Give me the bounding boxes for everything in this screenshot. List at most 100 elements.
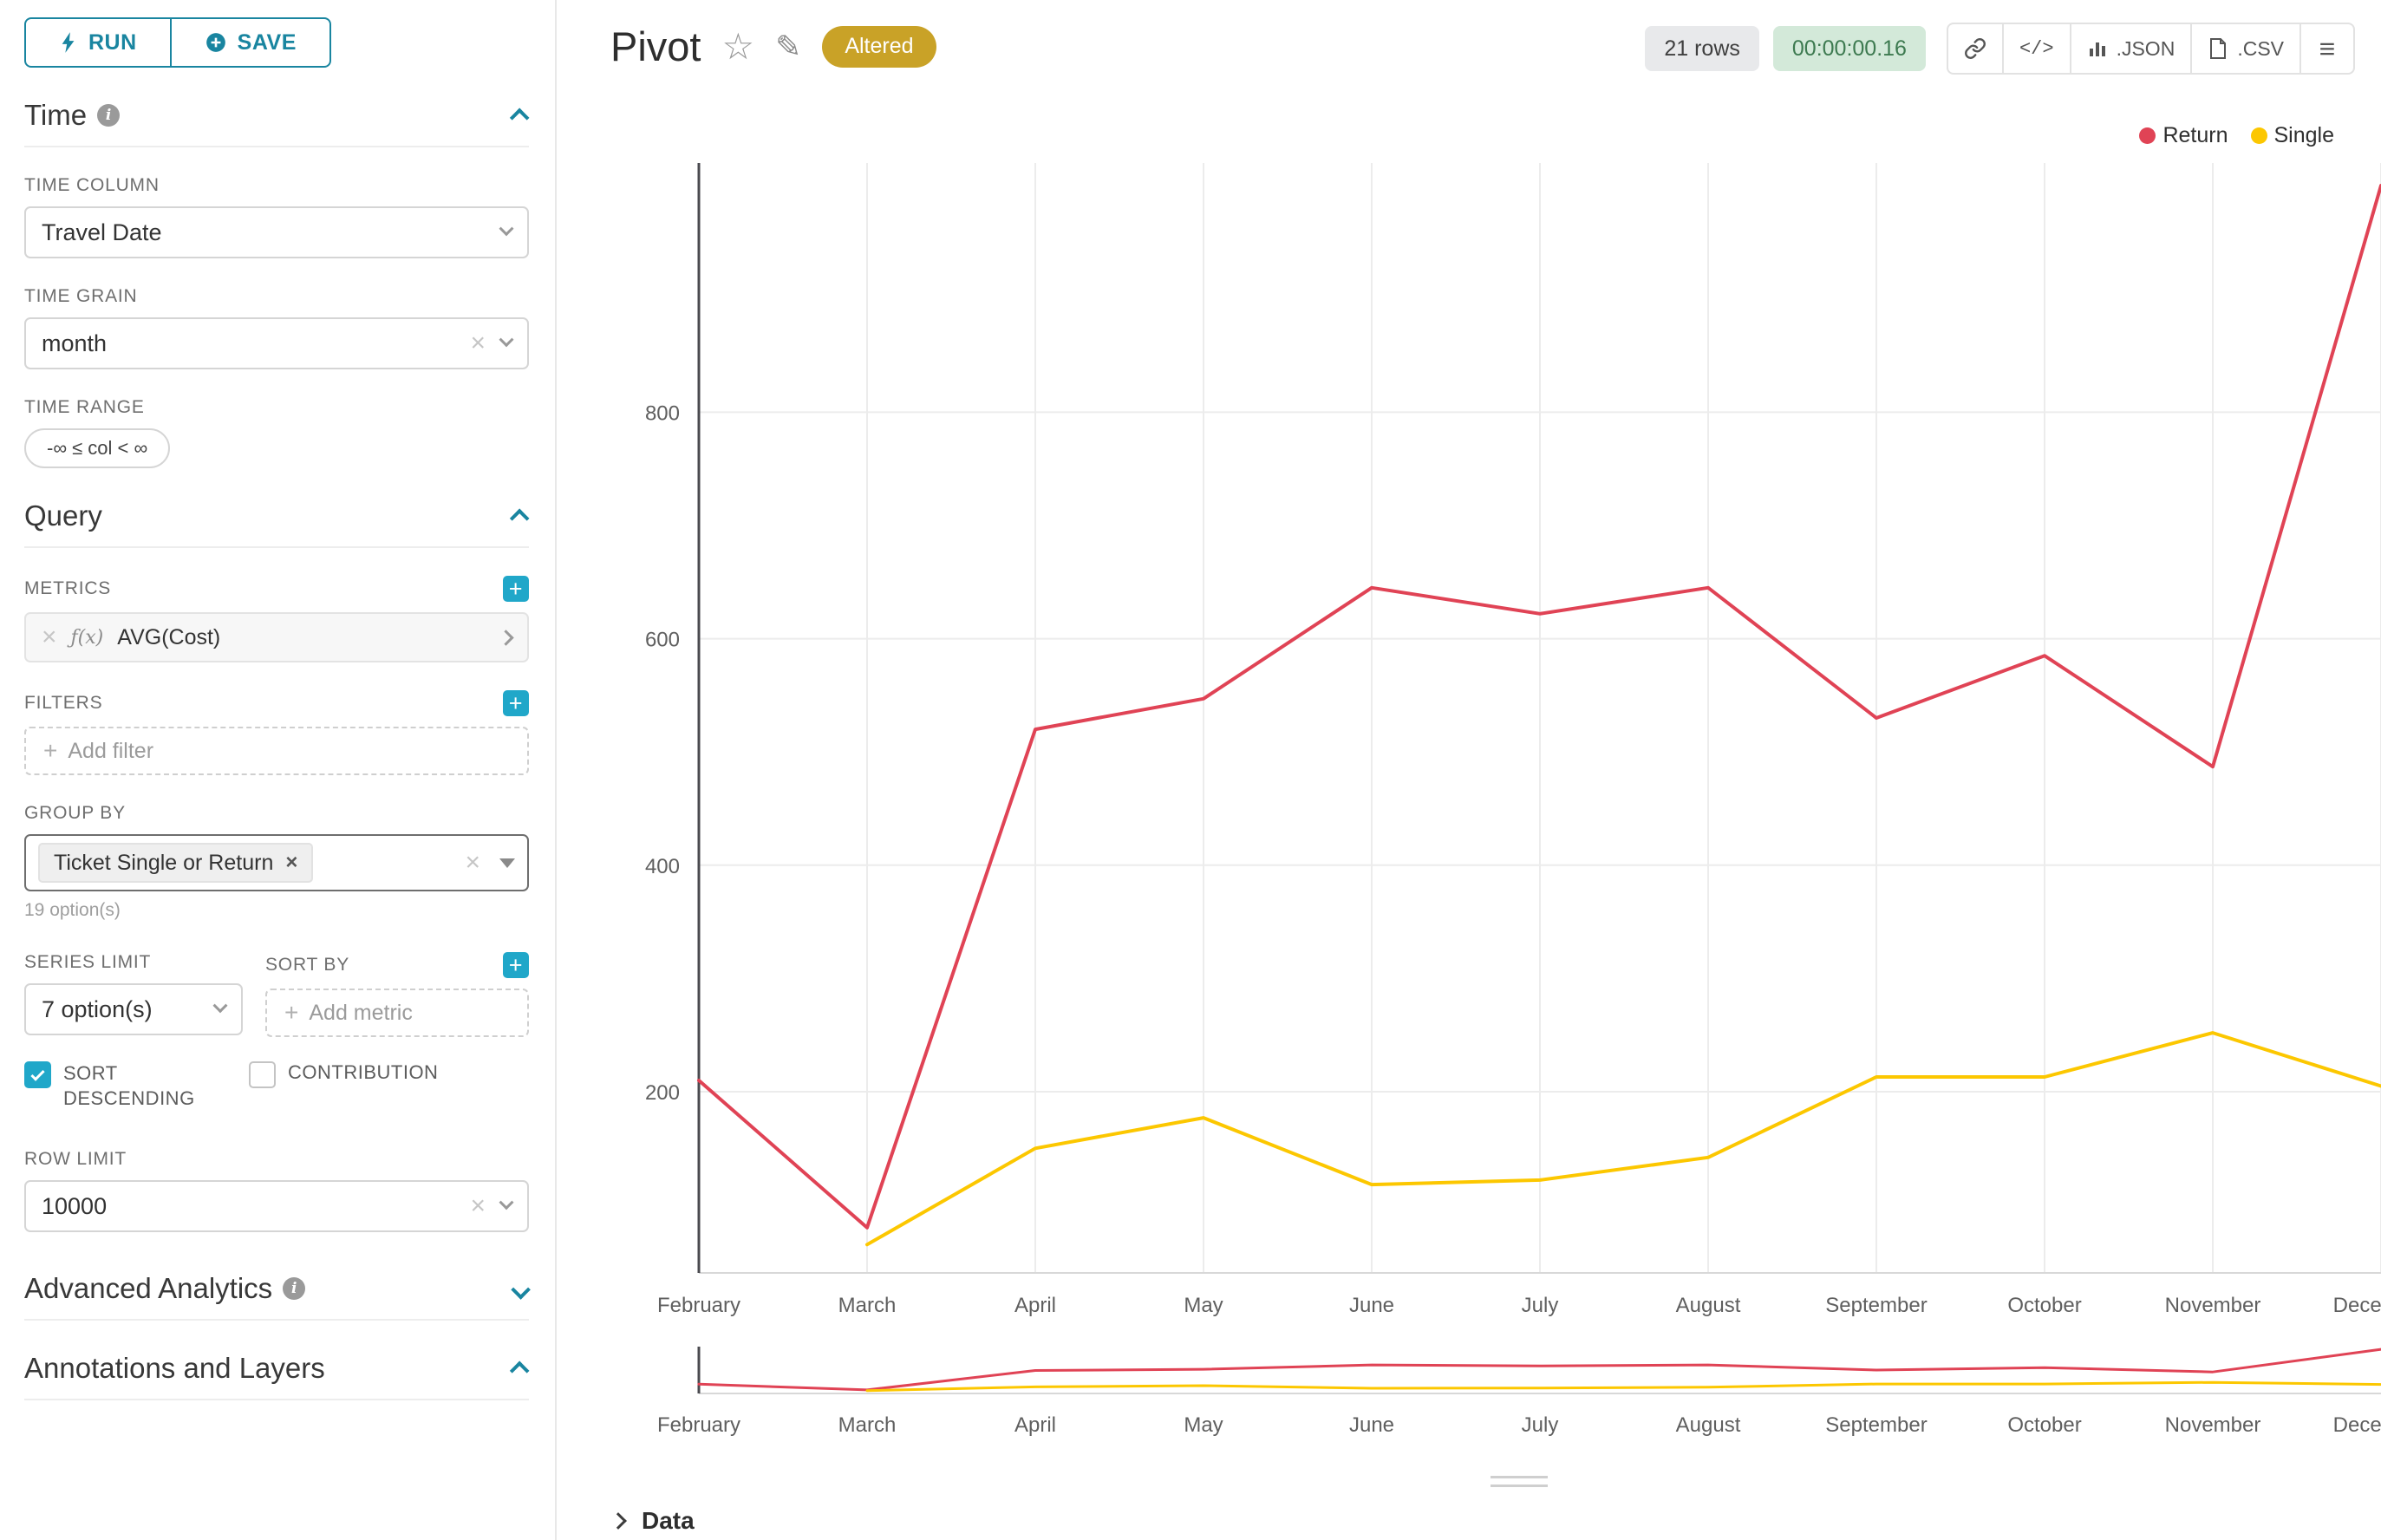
remove-chip-icon[interactable]: × xyxy=(285,851,298,874)
export-button-group: </> .JSON .CSV ≡ xyxy=(1946,23,2355,75)
range-selector-chart[interactable]: February March April May June July August Septe… xyxy=(610,1340,2381,1457)
data-panel-label: Data xyxy=(642,1507,695,1534)
chevron-down-icon xyxy=(499,1195,514,1210)
time-grain-select[interactable]: month × xyxy=(24,317,529,369)
function-icon: ƒ(x) xyxy=(70,626,104,649)
svg-text:August: August xyxy=(1676,1294,1741,1317)
time-column-select[interactable]: Travel Date xyxy=(24,206,529,258)
copy-link-button[interactable] xyxy=(1946,23,2004,75)
section-title: Annotations and Layers xyxy=(24,1352,325,1385)
svg-text:May: May xyxy=(1184,1413,1223,1437)
run-button-label: RUN xyxy=(88,29,137,55)
svg-text:April: April xyxy=(1014,1294,1056,1317)
panel-resize-handle[interactable] xyxy=(1491,1476,1548,1487)
svg-text:July: July xyxy=(1522,1294,1559,1317)
run-button[interactable]: RUN xyxy=(24,17,172,68)
favorite-star-icon[interactable]: ☆ xyxy=(721,26,755,67)
run-save-group: RUN SAVE xyxy=(24,17,529,68)
section-header-advanced-analytics[interactable]: Advanced Analytics i xyxy=(24,1272,531,1321)
svg-text:400: 400 xyxy=(645,855,680,878)
metric-item[interactable]: × ƒ(x) AVG(Cost) xyxy=(24,612,529,662)
legend-item-return[interactable]: Return xyxy=(2139,123,2228,148)
add-filter-button[interactable]: + xyxy=(503,690,529,716)
add-filter-dropzone[interactable]: + Add filter xyxy=(24,727,529,775)
series-limit-label: SERIES LIMIT xyxy=(24,952,152,972)
group-by-chip-label: Ticket Single or Return xyxy=(54,850,274,875)
bar-chart-icon xyxy=(2089,42,2105,56)
embed-code-button[interactable]: </> xyxy=(2001,23,2071,75)
time-column-value: Travel Date xyxy=(42,219,162,245)
svg-text:December: December xyxy=(2333,1413,2381,1437)
save-button-label: SAVE xyxy=(237,29,297,55)
sort-descending-checkbox[interactable]: SORT DESCENDING xyxy=(24,1061,211,1111)
code-icon: </> xyxy=(2019,37,2054,60)
info-icon: i xyxy=(97,104,121,127)
svg-text:February: February xyxy=(657,1413,740,1437)
svg-text:December: December xyxy=(2333,1294,2381,1317)
svg-text:October: October xyxy=(2007,1413,2081,1437)
page-title: Pivot xyxy=(610,23,701,69)
add-sort-metric-button[interactable]: + xyxy=(503,952,529,978)
svg-text:June: June xyxy=(1349,1294,1394,1317)
sort-descending-label: SORT DESCENDING xyxy=(63,1062,195,1109)
svg-text:June: June xyxy=(1349,1413,1394,1437)
svg-text:800: 800 xyxy=(645,401,680,425)
json-button-label: .JSON xyxy=(2116,36,2176,60)
clear-icon[interactable]: × xyxy=(465,848,480,877)
section-header-annotations[interactable]: Annotations and Layers xyxy=(24,1352,530,1401)
chart-menu-button[interactable]: ≡ xyxy=(2299,23,2355,75)
chart-legend: Return Single xyxy=(2139,123,2334,148)
chevron-up-icon[interactable] xyxy=(509,1361,530,1381)
section-title: Advanced Analytics xyxy=(24,1272,273,1305)
group-by-label: GROUP BY xyxy=(24,803,126,823)
svg-text:March: March xyxy=(838,1413,897,1437)
save-button[interactable]: SAVE xyxy=(169,17,331,68)
time-grain-label: TIME GRAIN xyxy=(24,286,138,306)
legend-item-single[interactable]: Single xyxy=(2250,123,2335,148)
export-json-button[interactable]: .JSON xyxy=(2069,23,2193,75)
checkbox-unchecked-icon[interactable] xyxy=(249,1061,276,1088)
plus-icon: + xyxy=(43,737,58,764)
contribution-label: CONTRIBUTION xyxy=(288,1061,439,1083)
chevron-up-icon[interactable] xyxy=(509,108,530,128)
remove-metric-icon[interactable]: × xyxy=(42,623,57,651)
section-header-query[interactable]: Query xyxy=(24,499,530,548)
metrics-label: METRICS xyxy=(24,578,112,598)
group-by-chip[interactable]: Ticket Single or Return × xyxy=(38,843,314,883)
add-filter-placeholder: Add filter xyxy=(68,738,154,763)
export-csv-button[interactable]: .CSV xyxy=(2190,23,2301,75)
svg-text:August: August xyxy=(1676,1413,1741,1437)
chevron-up-icon[interactable] xyxy=(509,508,530,529)
clear-icon[interactable]: × xyxy=(470,1191,486,1221)
altered-badge: Altered xyxy=(822,25,936,68)
legend-dot-single xyxy=(2250,127,2267,144)
chevron-down-icon[interactable] xyxy=(511,1280,531,1300)
svg-text:200: 200 xyxy=(645,1081,680,1105)
chevron-right-icon[interactable] xyxy=(498,629,514,646)
add-metric-button[interactable]: + xyxy=(503,576,529,602)
svg-text:600: 600 xyxy=(645,629,680,652)
time-range-pill[interactable]: -∞ ≤ col < ∞ xyxy=(24,428,171,468)
metrics-label-row: METRICS + xyxy=(24,576,529,602)
time-range-label: TIME RANGE xyxy=(24,397,145,417)
csv-button-label: .CSV xyxy=(2237,36,2284,60)
metric-name: AVG(Cost) xyxy=(117,624,221,649)
svg-text:October: October xyxy=(2007,1294,2081,1317)
row-limit-select[interactable]: 10000 × xyxy=(24,1180,529,1233)
series-limit-select[interactable]: 7 option(s) xyxy=(24,983,243,1035)
add-sort-metric-dropzone[interactable]: + Add metric xyxy=(265,989,529,1037)
row-limit-label: ROW LIMIT xyxy=(24,1149,127,1170)
legend-label: Single xyxy=(2273,123,2335,147)
menu-icon: ≡ xyxy=(2319,32,2336,64)
data-panel-toggle[interactable]: Data xyxy=(610,1507,695,1535)
plus-circle-icon xyxy=(205,33,225,52)
group-by-select[interactable]: Ticket Single or Return × × xyxy=(24,834,529,891)
edit-title-icon[interactable]: ✎ xyxy=(775,28,802,64)
checkbox-checked-icon[interactable] xyxy=(24,1061,51,1088)
svg-text:November: November xyxy=(2165,1294,2261,1317)
section-header-time[interactable]: Time i xyxy=(24,99,530,147)
line-chart: 200 400 600 800 February March April May June Jul… xyxy=(645,163,2381,1317)
contribution-checkbox[interactable]: CONTRIBUTION xyxy=(249,1061,438,1088)
clear-icon[interactable]: × xyxy=(470,329,486,357)
section-title: Time xyxy=(24,99,88,131)
